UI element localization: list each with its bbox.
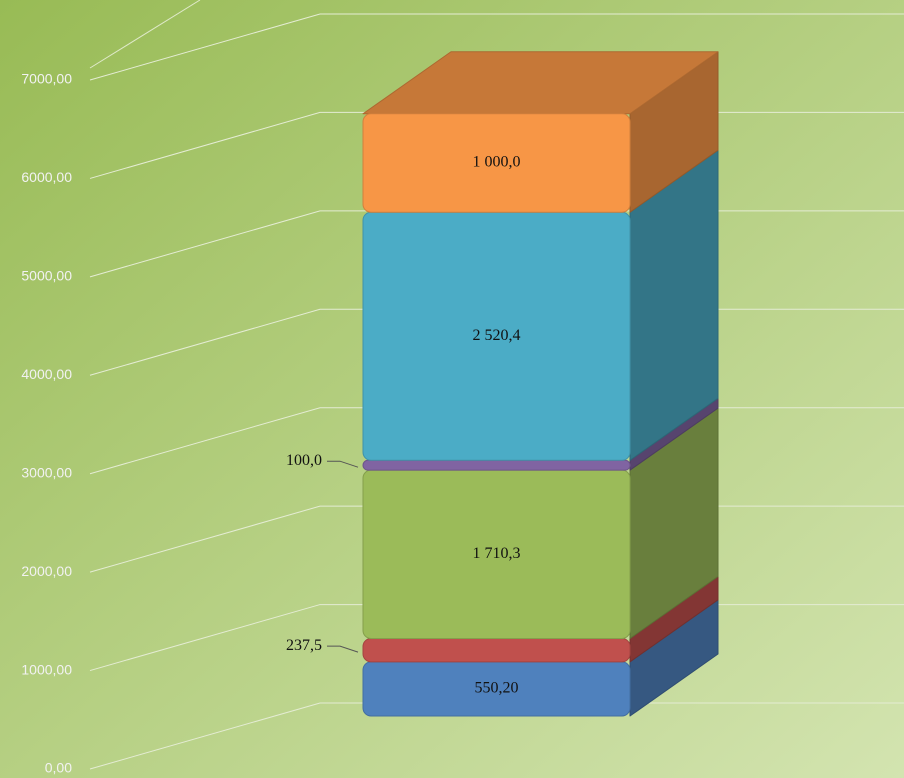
y-tick-label: 6000,00 (21, 169, 72, 185)
grid-line (89, 702, 904, 770)
y-tick-label: 5000,00 (21, 268, 72, 284)
data-label: 1 000,0 (473, 154, 521, 171)
data-label: 100,0 (286, 452, 322, 469)
grid-line (89, 13, 904, 81)
y-tick-label: 7000,00 (21, 71, 72, 87)
data-label: 2 520,4 (473, 327, 521, 344)
leader-line (327, 460, 359, 468)
y-tick-label: 2000,00 (21, 563, 72, 579)
y-tick-label: 3000,00 (21, 464, 72, 480)
leader-line (327, 645, 359, 653)
data-label: 550,20 (475, 680, 519, 697)
y-tick-label: 0,00 (45, 760, 72, 776)
bar (362, 459, 631, 471)
y-tick-label: 1000,00 (21, 661, 72, 677)
data-label: 237,5 (286, 637, 322, 654)
y-tick-label: 4000,00 (21, 366, 72, 382)
wall-edge (89, 0, 201, 69)
data-label: 1 710,3 (473, 545, 521, 562)
bar (362, 113, 631, 213)
bar (362, 637, 631, 663)
